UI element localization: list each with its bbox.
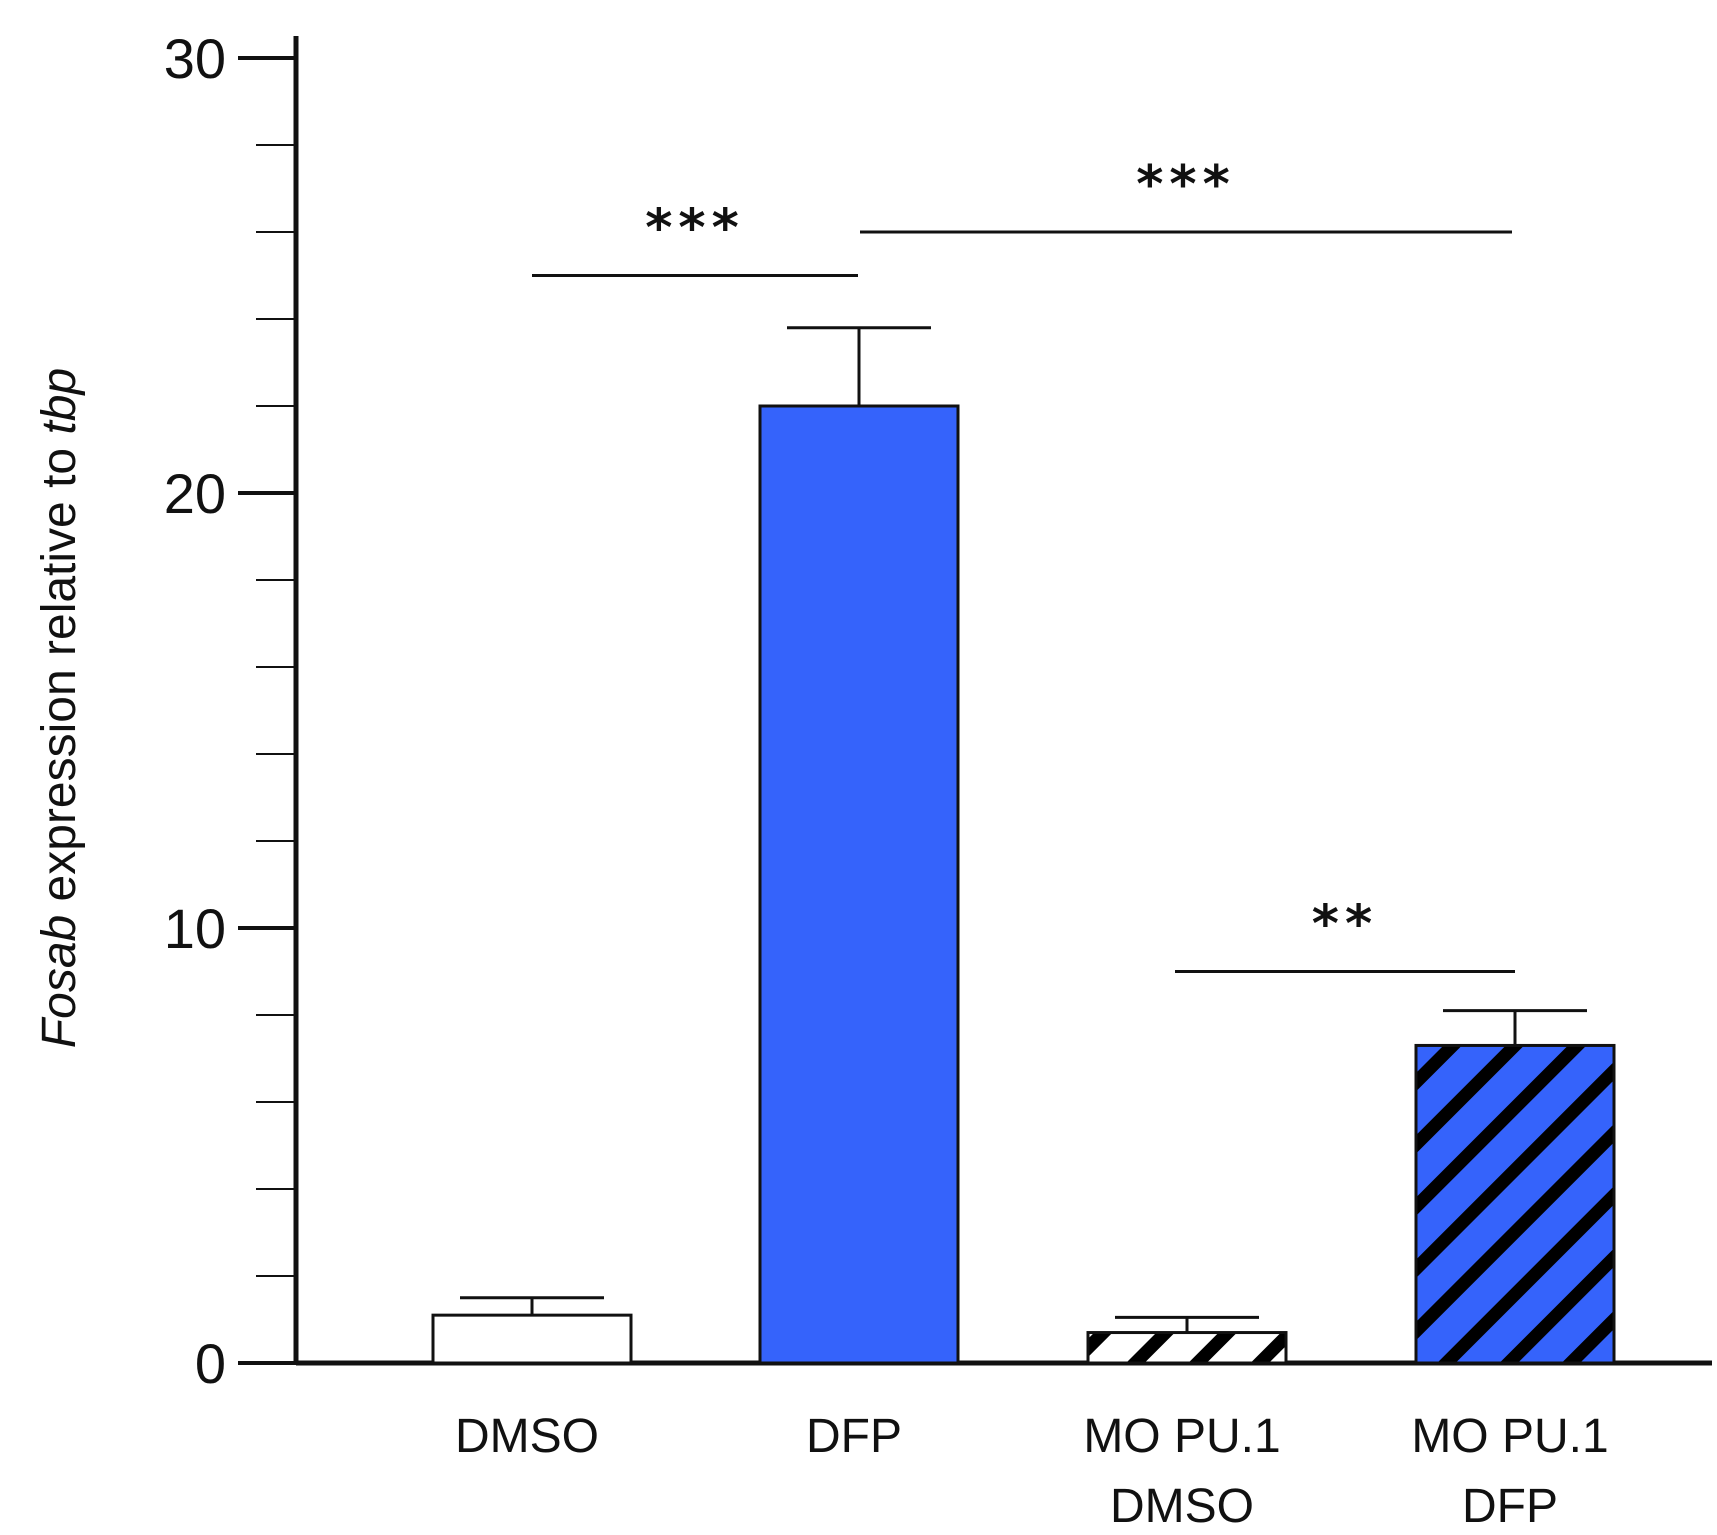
bar [758, 404, 960, 1365]
bar [1414, 1043, 1616, 1365]
y-axis-title: Fosab expression relative to tbp [33, 368, 86, 1048]
y-axis-title-middle: expression relative to [33, 435, 86, 915]
y-axis-title-reference: tbp [33, 368, 86, 435]
y-tick-label: 10 [164, 897, 226, 960]
x-tick-label: DFP [806, 1410, 902, 1463]
y-axis-title-gene: Fosab [33, 915, 86, 1048]
y-tick-label: 30 [164, 27, 226, 90]
y-tick-label: 0 [195, 1332, 226, 1395]
x-tick-label: MO PU.1 [1411, 1410, 1608, 1463]
significance-label: ** [1312, 895, 1378, 955]
bar [1086, 1331, 1288, 1365]
significance-label: *** [645, 199, 745, 259]
x-tick-label: DFP [1462, 1480, 1558, 1533]
significance-label: *** [1136, 155, 1236, 215]
x-tick-label: DMSO [455, 1410, 599, 1463]
y-tick-label: 20 [164, 462, 226, 525]
x-tick-label: MO PU.1 [1083, 1410, 1280, 1463]
bar [431, 1313, 633, 1365]
x-tick-label: DMSO [1110, 1480, 1254, 1533]
